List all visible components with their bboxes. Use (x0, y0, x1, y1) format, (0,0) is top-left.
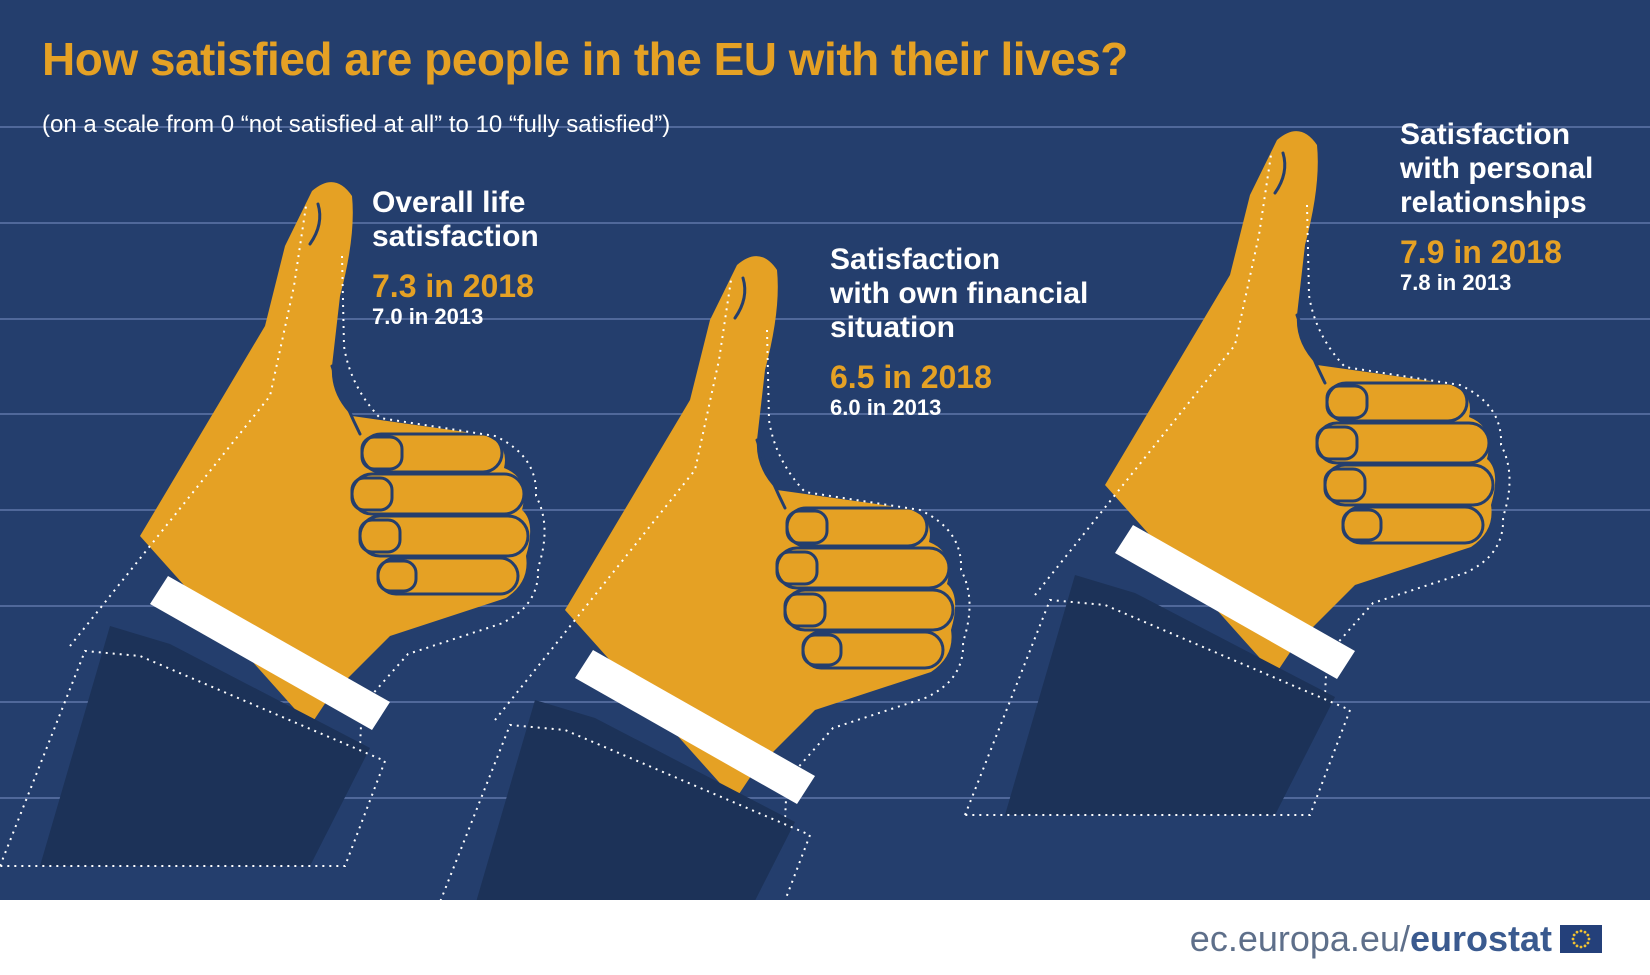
source-url-brand: eurostat (1409, 918, 1552, 959)
data-label-overall: Overall life satisfaction 7.3 in 2018 7.… (372, 186, 539, 330)
category-label: relationships (1400, 186, 1587, 219)
value-2018-label: 7.9 in 2018 (1400, 234, 1562, 270)
source-footer: ec.europa.eu/eurostat (1190, 918, 1602, 960)
chart-title: How satisfied are people in the EU with … (42, 33, 1128, 85)
category-label: satisfaction (372, 220, 539, 253)
category-label: Overall life (372, 186, 526, 219)
thumbs-up-chart (0, 126, 1650, 900)
infographic-panel: How satisfied are people in the EU with … (0, 0, 1650, 900)
value-2013-label: 7.8 in 2013 (1400, 270, 1512, 295)
category-label: with personal (1400, 152, 1594, 185)
source-url[interactable]: ec.europa.eu/eurostat (1190, 918, 1552, 960)
data-label-relationships: Satisfaction with personal relationships… (1400, 118, 1593, 296)
source-url-prefix: ec.europa.eu/ (1189, 918, 1410, 959)
value-2013-label: 6.0 in 2013 (830, 395, 942, 420)
category-label: Satisfaction (830, 243, 1001, 276)
value-2013-label: 7.0 in 2013 (372, 304, 484, 329)
eu-flag-icon (1560, 925, 1602, 953)
value-2018-label: 6.5 in 2018 (830, 359, 992, 395)
chart-subtitle: (on a scale from 0 “not satisfied at all… (42, 111, 671, 138)
value-2018-label: 7.3 in 2018 (372, 268, 534, 304)
category-label: situation (830, 311, 955, 344)
data-label-financial: Satisfaction with own financial situatio… (830, 243, 1088, 421)
category-label: Satisfaction (1400, 118, 1571, 151)
category-label: with own financial (830, 277, 1089, 310)
